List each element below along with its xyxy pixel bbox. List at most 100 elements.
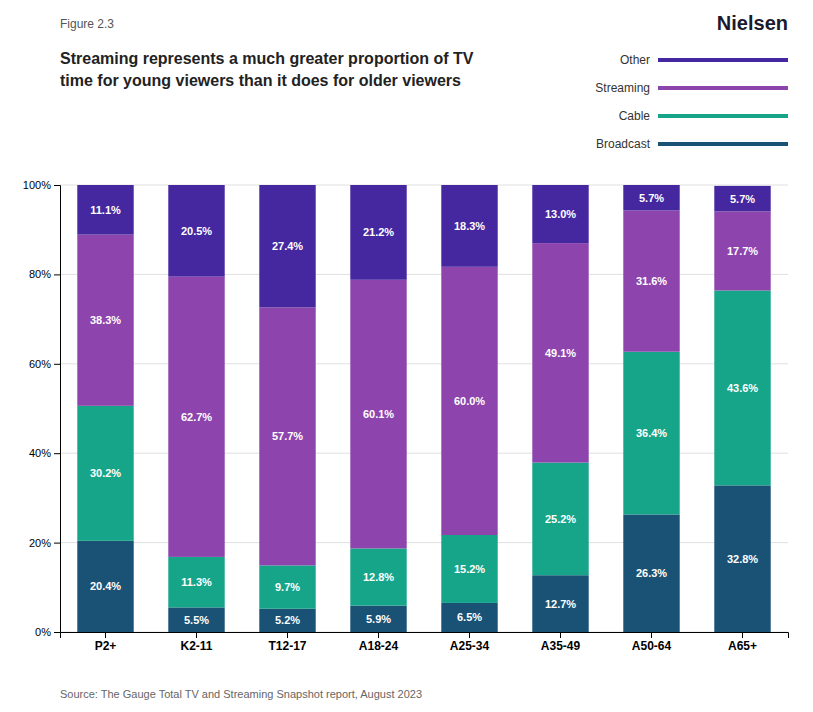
- x-tick: A50-64: [632, 632, 672, 653]
- bar: [441, 603, 497, 632]
- bar: [350, 185, 406, 280]
- data-label: 12.7%: [545, 598, 576, 610]
- data-label: 30.2%: [90, 467, 121, 479]
- figure-label: Figure 2.3: [60, 17, 114, 31]
- bar: [168, 607, 224, 632]
- bar: [77, 406, 133, 541]
- data-label: 27.4%: [272, 240, 303, 252]
- x-tick-label: A35-49: [541, 639, 581, 653]
- y-tick-label: 100%: [23, 179, 51, 191]
- y-tick-mark: [54, 453, 60, 454]
- bar: [77, 235, 133, 406]
- data-label: 5.7%: [730, 193, 755, 205]
- bar: [350, 606, 406, 632]
- data-label: 43.6%: [727, 382, 758, 394]
- x-tick: A65+: [728, 632, 757, 653]
- legend-item: Broadcast: [596, 137, 788, 151]
- y-tick-label: 60%: [29, 358, 51, 370]
- bar: [350, 280, 406, 549]
- x-tick-label: T12-17: [268, 639, 306, 653]
- bar: [714, 186, 770, 211]
- data-label: 38.3%: [90, 314, 121, 326]
- plot-area: 0%20%40%60%80%100%P2+K2-11T12-17A18-24A2…: [23, 179, 789, 653]
- bar-series: [77, 185, 770, 307]
- x-tick-mark: [105, 632, 106, 638]
- data-label: 15.2%: [454, 563, 485, 575]
- x-tick: A25-34: [450, 632, 490, 653]
- bar: [259, 307, 315, 565]
- bar: [77, 541, 133, 632]
- data-labels: 20.4%5.5%5.2%5.9%6.5%12.7%26.3%32.8%30.2…: [90, 192, 758, 627]
- x-axis: P2+ K2-11 T12-17 A18-24 A25-34 A35-49 A50-64 A6…: [61, 632, 789, 653]
- legend: Other Streaming Cable Broadcast: [595, 53, 788, 151]
- y-tick-mark: [54, 185, 60, 186]
- x-tick-label: A50-64: [632, 639, 672, 653]
- bar: [441, 535, 497, 603]
- data-label: 20.5%: [181, 225, 212, 237]
- bar: [350, 548, 406, 605]
- data-label: 57.7%: [272, 430, 303, 442]
- legend-swatch: [658, 114, 788, 118]
- data-label: 17.7%: [727, 245, 758, 257]
- bar: [259, 185, 315, 307]
- y-tick-mark: [54, 543, 60, 544]
- y-tick: 0%: [35, 626, 60, 638]
- y-tick: 20%: [29, 537, 60, 549]
- y-tick: 100%: [23, 179, 60, 191]
- data-label: 31.6%: [636, 275, 667, 287]
- data-label: 21.2%: [363, 226, 394, 238]
- bar: [623, 185, 679, 210]
- data-label: 20.4%: [90, 580, 121, 592]
- bar: [441, 185, 497, 267]
- data-label: 60.0%: [454, 395, 485, 407]
- data-label: 49.1%: [545, 347, 576, 359]
- y-tick-mark: [54, 632, 60, 633]
- x-tick: T12-17: [268, 632, 306, 653]
- x-tick-mark: [287, 632, 288, 638]
- bar: [623, 210, 679, 351]
- data-label: 5.9%: [366, 613, 391, 625]
- legend-item: Other: [620, 53, 788, 67]
- data-label: 11.3%: [181, 576, 212, 588]
- x-tick: A35-49: [541, 632, 581, 653]
- legend-label: Broadcast: [596, 137, 651, 151]
- bar: [532, 243, 588, 462]
- x-tick: A18-24: [359, 632, 399, 653]
- legend-item: Streaming: [595, 81, 788, 95]
- bar: [168, 277, 224, 557]
- x-tick-label: A65+: [728, 639, 757, 653]
- data-label: 13.0%: [545, 208, 576, 220]
- data-label: 25.2%: [545, 513, 576, 525]
- legend-label: Streaming: [595, 81, 650, 95]
- legend-swatch: [658, 86, 788, 90]
- y-tick: 40%: [29, 447, 60, 459]
- bar: [532, 463, 588, 576]
- y-tick-mark: [54, 364, 60, 365]
- x-tick-mark: [560, 632, 561, 638]
- bar: [714, 290, 770, 485]
- bar: [259, 565, 315, 608]
- bar: [623, 352, 679, 515]
- x-axis-line: [61, 633, 789, 639]
- data-label: 18.3%: [454, 220, 485, 232]
- x-tick-label: K2-11: [180, 639, 212, 653]
- y-tick-mark: [54, 274, 60, 275]
- bar: [77, 185, 133, 235]
- x-tick-mark: [651, 632, 652, 638]
- y-axis-line: [54, 186, 61, 633]
- y-tick-label: 40%: [29, 447, 51, 459]
- data-label: 36.4%: [636, 427, 667, 439]
- x-tick-mark: [378, 632, 379, 638]
- y-tick: 60%: [29, 358, 60, 370]
- data-label: 62.7%: [181, 411, 212, 423]
- y-axis: 0%20%40%60%80%100%: [23, 179, 61, 638]
- data-label: 32.8%: [727, 553, 758, 565]
- bars: [77, 185, 770, 632]
- x-tick: P2+: [95, 632, 117, 653]
- legend-label: Cable: [619, 109, 651, 123]
- data-label: 12.8%: [363, 571, 394, 583]
- logo-text: Nielsen: [717, 12, 788, 34]
- y-tick-label: 0%: [35, 626, 51, 638]
- x-tick-label: A18-24: [359, 639, 399, 653]
- data-label: 5.2%: [275, 614, 300, 626]
